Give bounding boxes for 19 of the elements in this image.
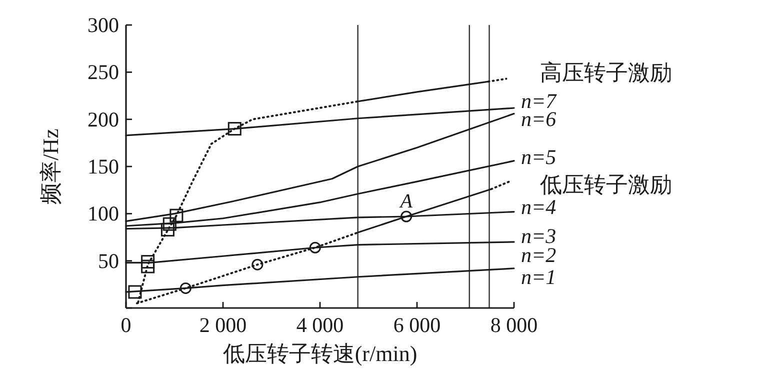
text: n=5 <box>521 145 556 169</box>
annotation: A <box>398 190 414 212</box>
text: n=1 <box>521 265 556 289</box>
y-axis-title: 频率/Hz <box>38 128 63 204</box>
y-tick-label: 100 <box>88 202 119 226</box>
x-tick-label: 8 000 <box>490 313 538 337</box>
y-tick-label: 250 <box>88 60 119 84</box>
x-axis-title: 低压转子转速(r/min) <box>222 341 418 366</box>
x-tick-label: 0 <box>120 313 132 337</box>
y-tick-label: 300 <box>88 13 119 37</box>
text: n=4 <box>521 195 557 219</box>
x-tick-label: 2 000 <box>199 313 247 337</box>
y-tick-label: 200 <box>88 107 119 132</box>
x-tick-label: 6 000 <box>393 313 441 337</box>
y-tick-label: 50 <box>98 248 119 273</box>
y-tick-label: 150 <box>88 154 119 178</box>
text: 高压转子激励 <box>540 60 672 85</box>
x-tick-label: 4 000 <box>296 313 344 337</box>
text: 低压转子激励 <box>540 172 672 197</box>
